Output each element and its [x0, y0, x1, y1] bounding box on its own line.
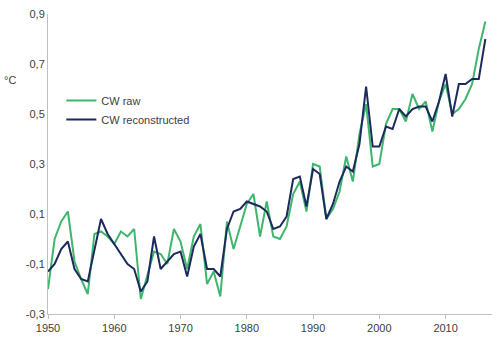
svg-text:1960: 1960: [102, 322, 126, 334]
svg-text:CW raw: CW raw: [101, 95, 140, 107]
svg-text:0,9: 0,9: [30, 8, 45, 20]
svg-text:-0,1: -0,1: [26, 258, 45, 270]
svg-text:1970: 1970: [168, 322, 192, 334]
svg-text:1950: 1950: [36, 322, 60, 334]
svg-text:0,3: 0,3: [30, 158, 45, 170]
svg-text:0,5: 0,5: [30, 108, 45, 120]
svg-text:0,7: 0,7: [30, 58, 45, 70]
svg-text:2000: 2000: [367, 322, 391, 334]
svg-text:1990: 1990: [301, 322, 325, 334]
svg-text:1980: 1980: [235, 322, 259, 334]
svg-text:0,1: 0,1: [30, 208, 45, 220]
svg-text:°C: °C: [4, 74, 16, 86]
svg-text:-0,3: -0,3: [26, 308, 45, 320]
svg-text:2010: 2010: [433, 322, 457, 334]
svg-text:CW reconstructed: CW reconstructed: [101, 114, 189, 126]
